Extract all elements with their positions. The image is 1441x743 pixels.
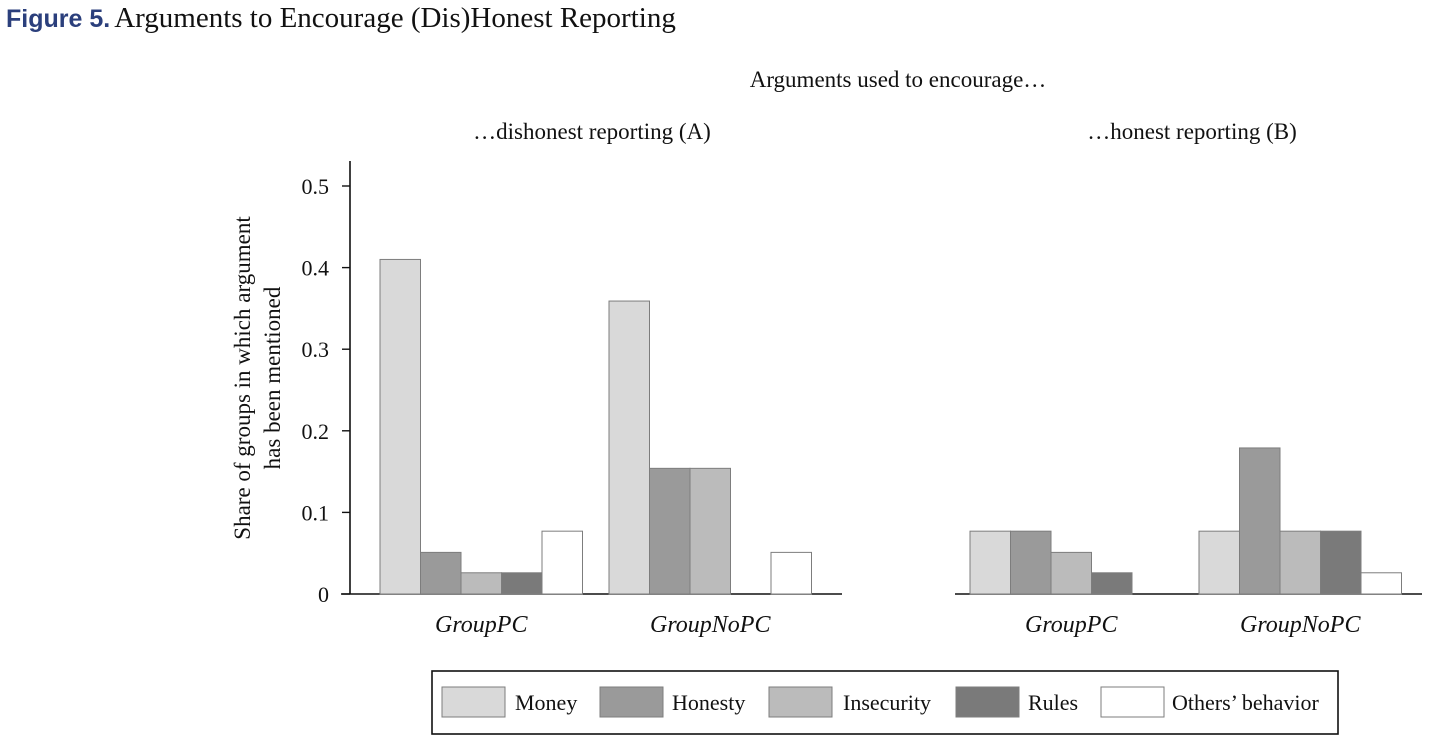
legend-swatch <box>768 686 833 718</box>
bar-money <box>1198 530 1240 595</box>
bar-money <box>969 530 1011 595</box>
panel-a-title: …dishonest reporting (A) <box>473 119 711 144</box>
bar-rules <box>1091 572 1133 595</box>
figure-title-text: Arguments to Encourage (Dis)Honest Repor… <box>114 2 676 34</box>
y-tick-label: 0.2 <box>302 419 330 444</box>
legend-label: Honesty <box>672 690 745 715</box>
y-tick-label: 0 <box>318 582 329 607</box>
legend-label: Others’ behavior <box>1172 690 1319 715</box>
bar-others-behavior <box>770 551 812 595</box>
y-tick-label: 0.4 <box>302 256 330 281</box>
bar-insecurity <box>1279 530 1321 595</box>
bar-honesty <box>1239 447 1281 595</box>
bar-insecurity <box>1050 551 1092 595</box>
legend-label: Rules <box>1028 690 1078 715</box>
bar-honesty <box>1010 530 1052 595</box>
bar-money <box>379 258 421 595</box>
x-category-label: GroupNoPC <box>650 612 771 638</box>
legend-swatch <box>599 686 664 718</box>
bar-money <box>608 300 650 595</box>
figure-title: Figure 5. Arguments to Encourage (Dis)Ho… <box>6 2 676 35</box>
y-tick-label: 0.1 <box>302 500 330 525</box>
legend-swatch <box>441 686 506 718</box>
bar-rules <box>501 572 543 595</box>
legend-swatch <box>1100 686 1165 718</box>
y-axis-label-line1: Share of groups in which argument <box>230 216 255 540</box>
legend-box <box>431 670 1339 735</box>
panel-b-title: …honest reporting (B) <box>1087 119 1297 144</box>
x-category-label: GroupPC <box>435 612 528 638</box>
y-tick-label: 0.5 <box>302 174 330 199</box>
bar-honesty <box>649 467 691 595</box>
figure-label: Figure 5. <box>6 5 111 33</box>
bar-honesty <box>420 551 462 595</box>
x-category-label: GroupNoPC <box>1240 612 1361 638</box>
bar-rules <box>1320 530 1362 595</box>
legend-label: Money <box>515 690 577 715</box>
legend-swatch <box>955 686 1020 718</box>
bar-others-behavior <box>1360 572 1402 595</box>
y-axis-label-line2: has been mentioned <box>260 286 285 469</box>
legend-label: Insecurity <box>843 690 931 715</box>
chart-supertitle: Arguments used to encourage… <box>750 67 1047 92</box>
bar-insecurity <box>689 467 731 595</box>
x-category-label: GroupPC <box>1025 612 1118 638</box>
bar-insecurity <box>460 572 502 595</box>
bar-others-behavior <box>541 530 583 595</box>
y-tick-label: 0.3 <box>302 337 330 362</box>
